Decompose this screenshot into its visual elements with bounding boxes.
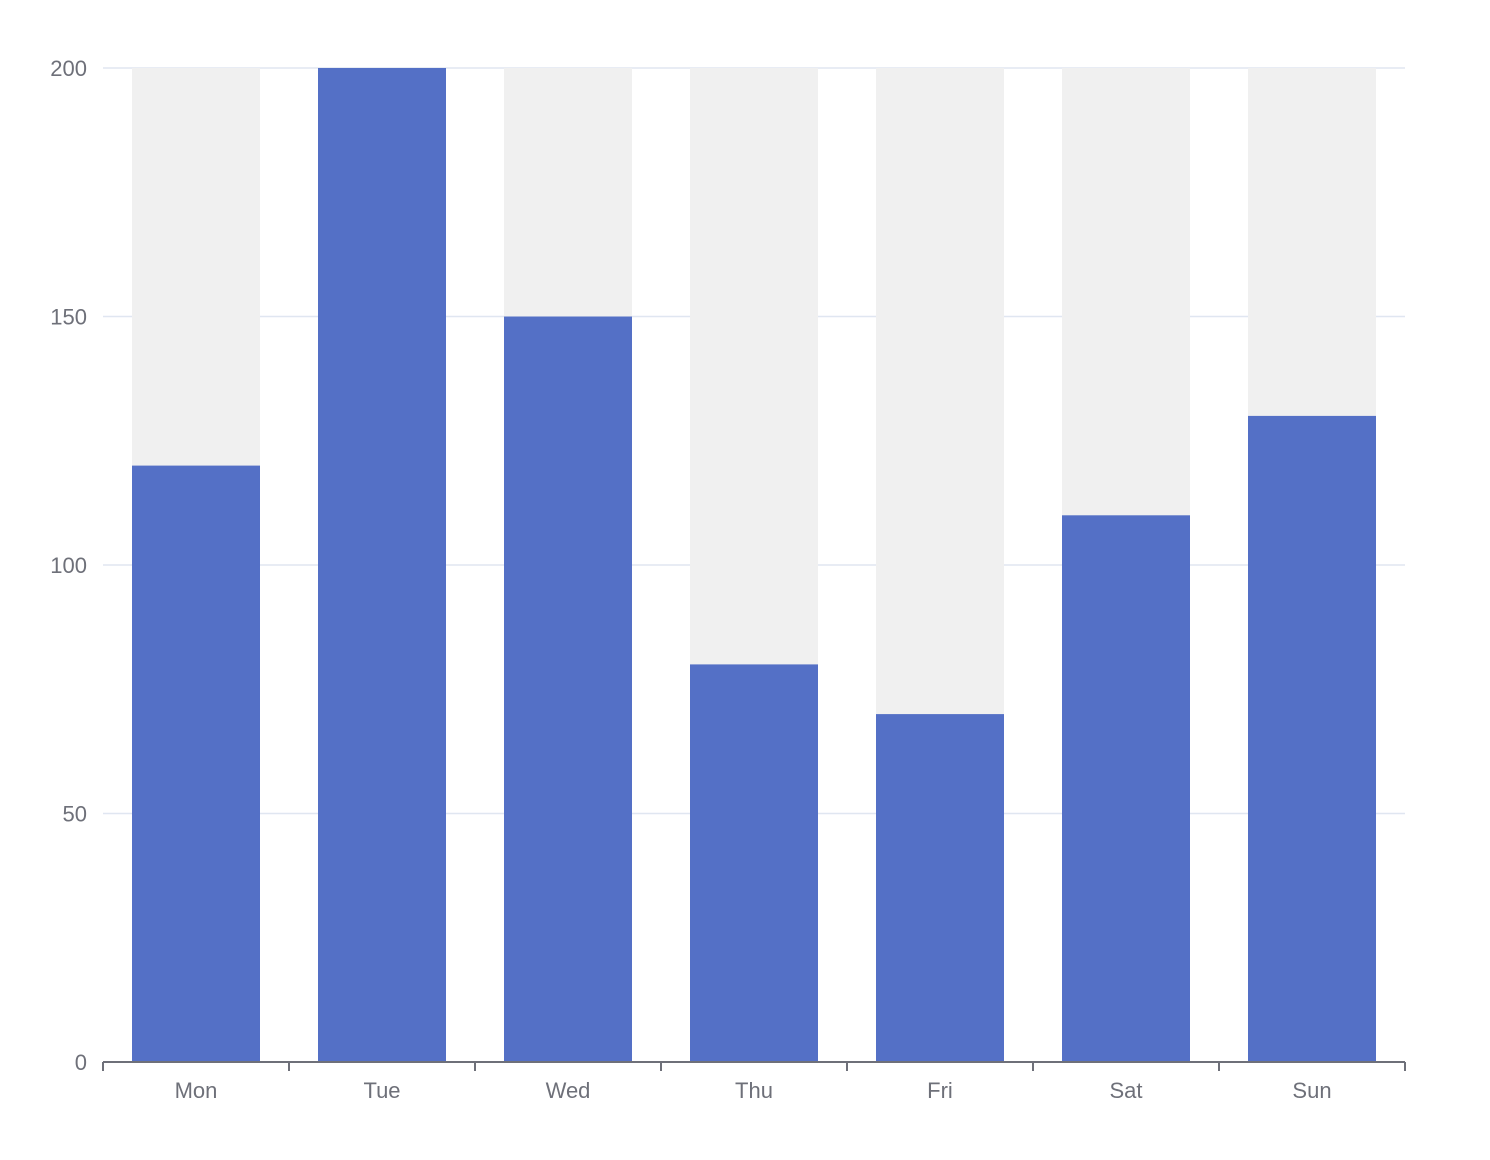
bar-tue[interactable] bbox=[318, 68, 446, 1062]
x-tick-label: Tue bbox=[363, 1078, 400, 1103]
y-tick-label: 150 bbox=[50, 305, 87, 330]
y-tick-label: 100 bbox=[50, 553, 87, 578]
y-tick-label: 0 bbox=[75, 1050, 87, 1075]
x-tick-label: Mon bbox=[175, 1078, 218, 1103]
x-axis bbox=[102, 1061, 1406, 1071]
bar-mon[interactable] bbox=[132, 465, 260, 1063]
y-tick-label: 50 bbox=[63, 802, 87, 827]
y-tick-label: 200 bbox=[50, 56, 87, 81]
y-axis-labels: 0 50 100 150 200 bbox=[50, 56, 87, 1075]
bar-sun[interactable] bbox=[1248, 415, 1376, 1062]
bar-fri[interactable] bbox=[876, 714, 1004, 1062]
bar-wed[interactable] bbox=[504, 316, 632, 1063]
x-tick-label: Thu bbox=[735, 1078, 773, 1103]
bars bbox=[132, 68, 1376, 1063]
x-tick-label: Sat bbox=[1109, 1078, 1142, 1103]
x-tick-label: Fri bbox=[927, 1078, 953, 1103]
bar-sat[interactable] bbox=[1062, 515, 1190, 1062]
x-axis-labels: Mon Tue Wed Thu Fri Sat Sun bbox=[175, 1078, 1332, 1103]
bar-thu[interactable] bbox=[690, 664, 818, 1062]
x-tick-label: Sun bbox=[1292, 1078, 1331, 1103]
x-tick-label: Wed bbox=[546, 1078, 591, 1103]
